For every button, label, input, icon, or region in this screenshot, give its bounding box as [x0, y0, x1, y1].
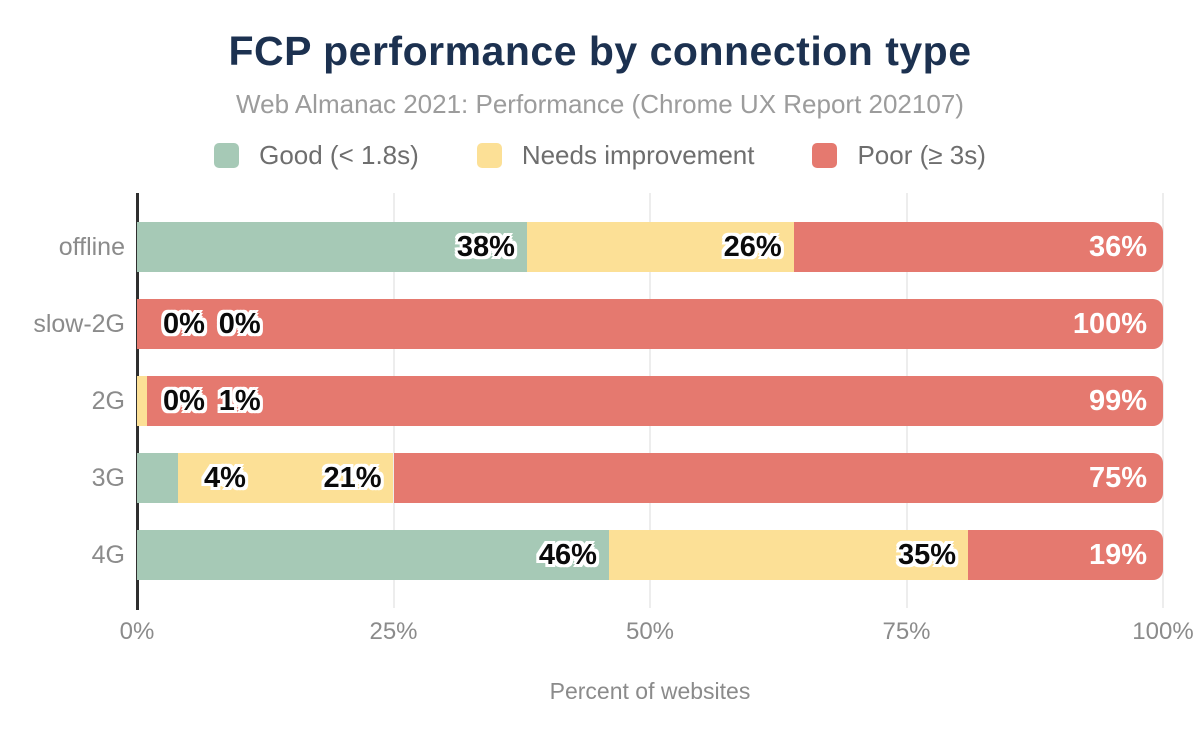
page-subtitle: Web Almanac 2021: Performance (Chrome UX…	[236, 89, 964, 119]
legend-item-poor: Poor (≥ 3s)	[812, 140, 986, 171]
bar-segment-slow-2G-poor[interactable]	[137, 299, 1163, 349]
legend-item-label: Needs improvement	[521, 140, 755, 170]
legend: Good (< 1.8s) Needs improvement Poor (≥ 3s…	[0, 140, 1200, 171]
y-axis-label-4G: 4G	[91, 541, 125, 569]
x-tick-0%: 0%	[119, 618, 155, 645]
x-tick-75%: 75%	[882, 618, 931, 645]
legend-item-good: Good (< 1.8s)	[214, 140, 419, 171]
legend-item-label: Good (< 1.8s)	[259, 140, 419, 170]
bar-label-2G-needs_improvement: 1%	[218, 385, 261, 417]
bar-segment-4G-needs_improvement[interactable]	[608, 530, 969, 580]
bar-label-slow-2G-needs_improvement: 0%	[218, 308, 261, 340]
legend-item-needs_improvement: Needs improvement	[476, 140, 755, 171]
legend-swatch-needs_improvement	[476, 143, 502, 168]
bar-segment-offline-needs_improvement[interactable]	[526, 222, 794, 272]
bar-label-slow-2G-poor: 100%	[1072, 308, 1147, 340]
bar-segment-2G-poor[interactable]	[147, 376, 1163, 426]
y-axis-label-offline: offline	[58, 233, 125, 261]
y-axis-label-3G: 3G	[91, 464, 125, 492]
bar-label-4G-needs_improvement: 35%	[898, 539, 957, 571]
bar-label-2G-poor: 99%	[1088, 385, 1147, 417]
bar-segment-3G-poor[interactable]	[393, 453, 1163, 503]
bar-segment-offline-good[interactable]	[137, 222, 527, 272]
bar-label-3G-needs_improvement: 21%	[323, 462, 382, 494]
bar-segment-3G-needs_improvement[interactable]	[178, 453, 394, 503]
bar-segment-2G-needs_improvement[interactable]	[137, 376, 148, 426]
legend-item-label: Poor (≥ 3s)	[857, 140, 986, 170]
bar-segment-3G-good[interactable]	[137, 453, 179, 503]
bar-label-offline-poor: 36%	[1088, 231, 1147, 263]
page-title: FCP performance by connection type	[228, 28, 972, 74]
bar-label-3G-poor: 75%	[1088, 462, 1147, 494]
bar-label-offline-good: 38%	[456, 231, 515, 263]
legend-swatch-poor	[812, 143, 838, 168]
legend-swatch-good	[214, 143, 240, 168]
gridline-100%	[1162, 193, 1164, 608]
bar-label-offline-needs_improvement: 26%	[723, 231, 782, 263]
x-tick-25%: 25%	[369, 618, 418, 645]
bar-label-4G-good: 46%	[538, 539, 597, 571]
x-tick-100%: 100%	[1132, 618, 1194, 645]
bar-segment-4G-good[interactable]	[137, 530, 609, 580]
x-tick-50%: 50%	[625, 618, 675, 645]
x-axis-title: Percent of websites	[549, 678, 751, 704]
bar-segment-4G-poor[interactable]	[968, 530, 1163, 580]
bar-segment-offline-poor[interactable]	[793, 222, 1163, 272]
y-axis-label-2G: 2G	[91, 387, 125, 415]
bar-label-slow-2G-good: 0%	[163, 308, 205, 340]
bar-label-3G-good: 4%	[204, 462, 246, 494]
bar-label-4G-poor: 19%	[1088, 539, 1147, 571]
bar-label-2G-good: 0%	[163, 385, 205, 417]
y-axis-label-slow-2G: slow-2G	[33, 310, 125, 338]
